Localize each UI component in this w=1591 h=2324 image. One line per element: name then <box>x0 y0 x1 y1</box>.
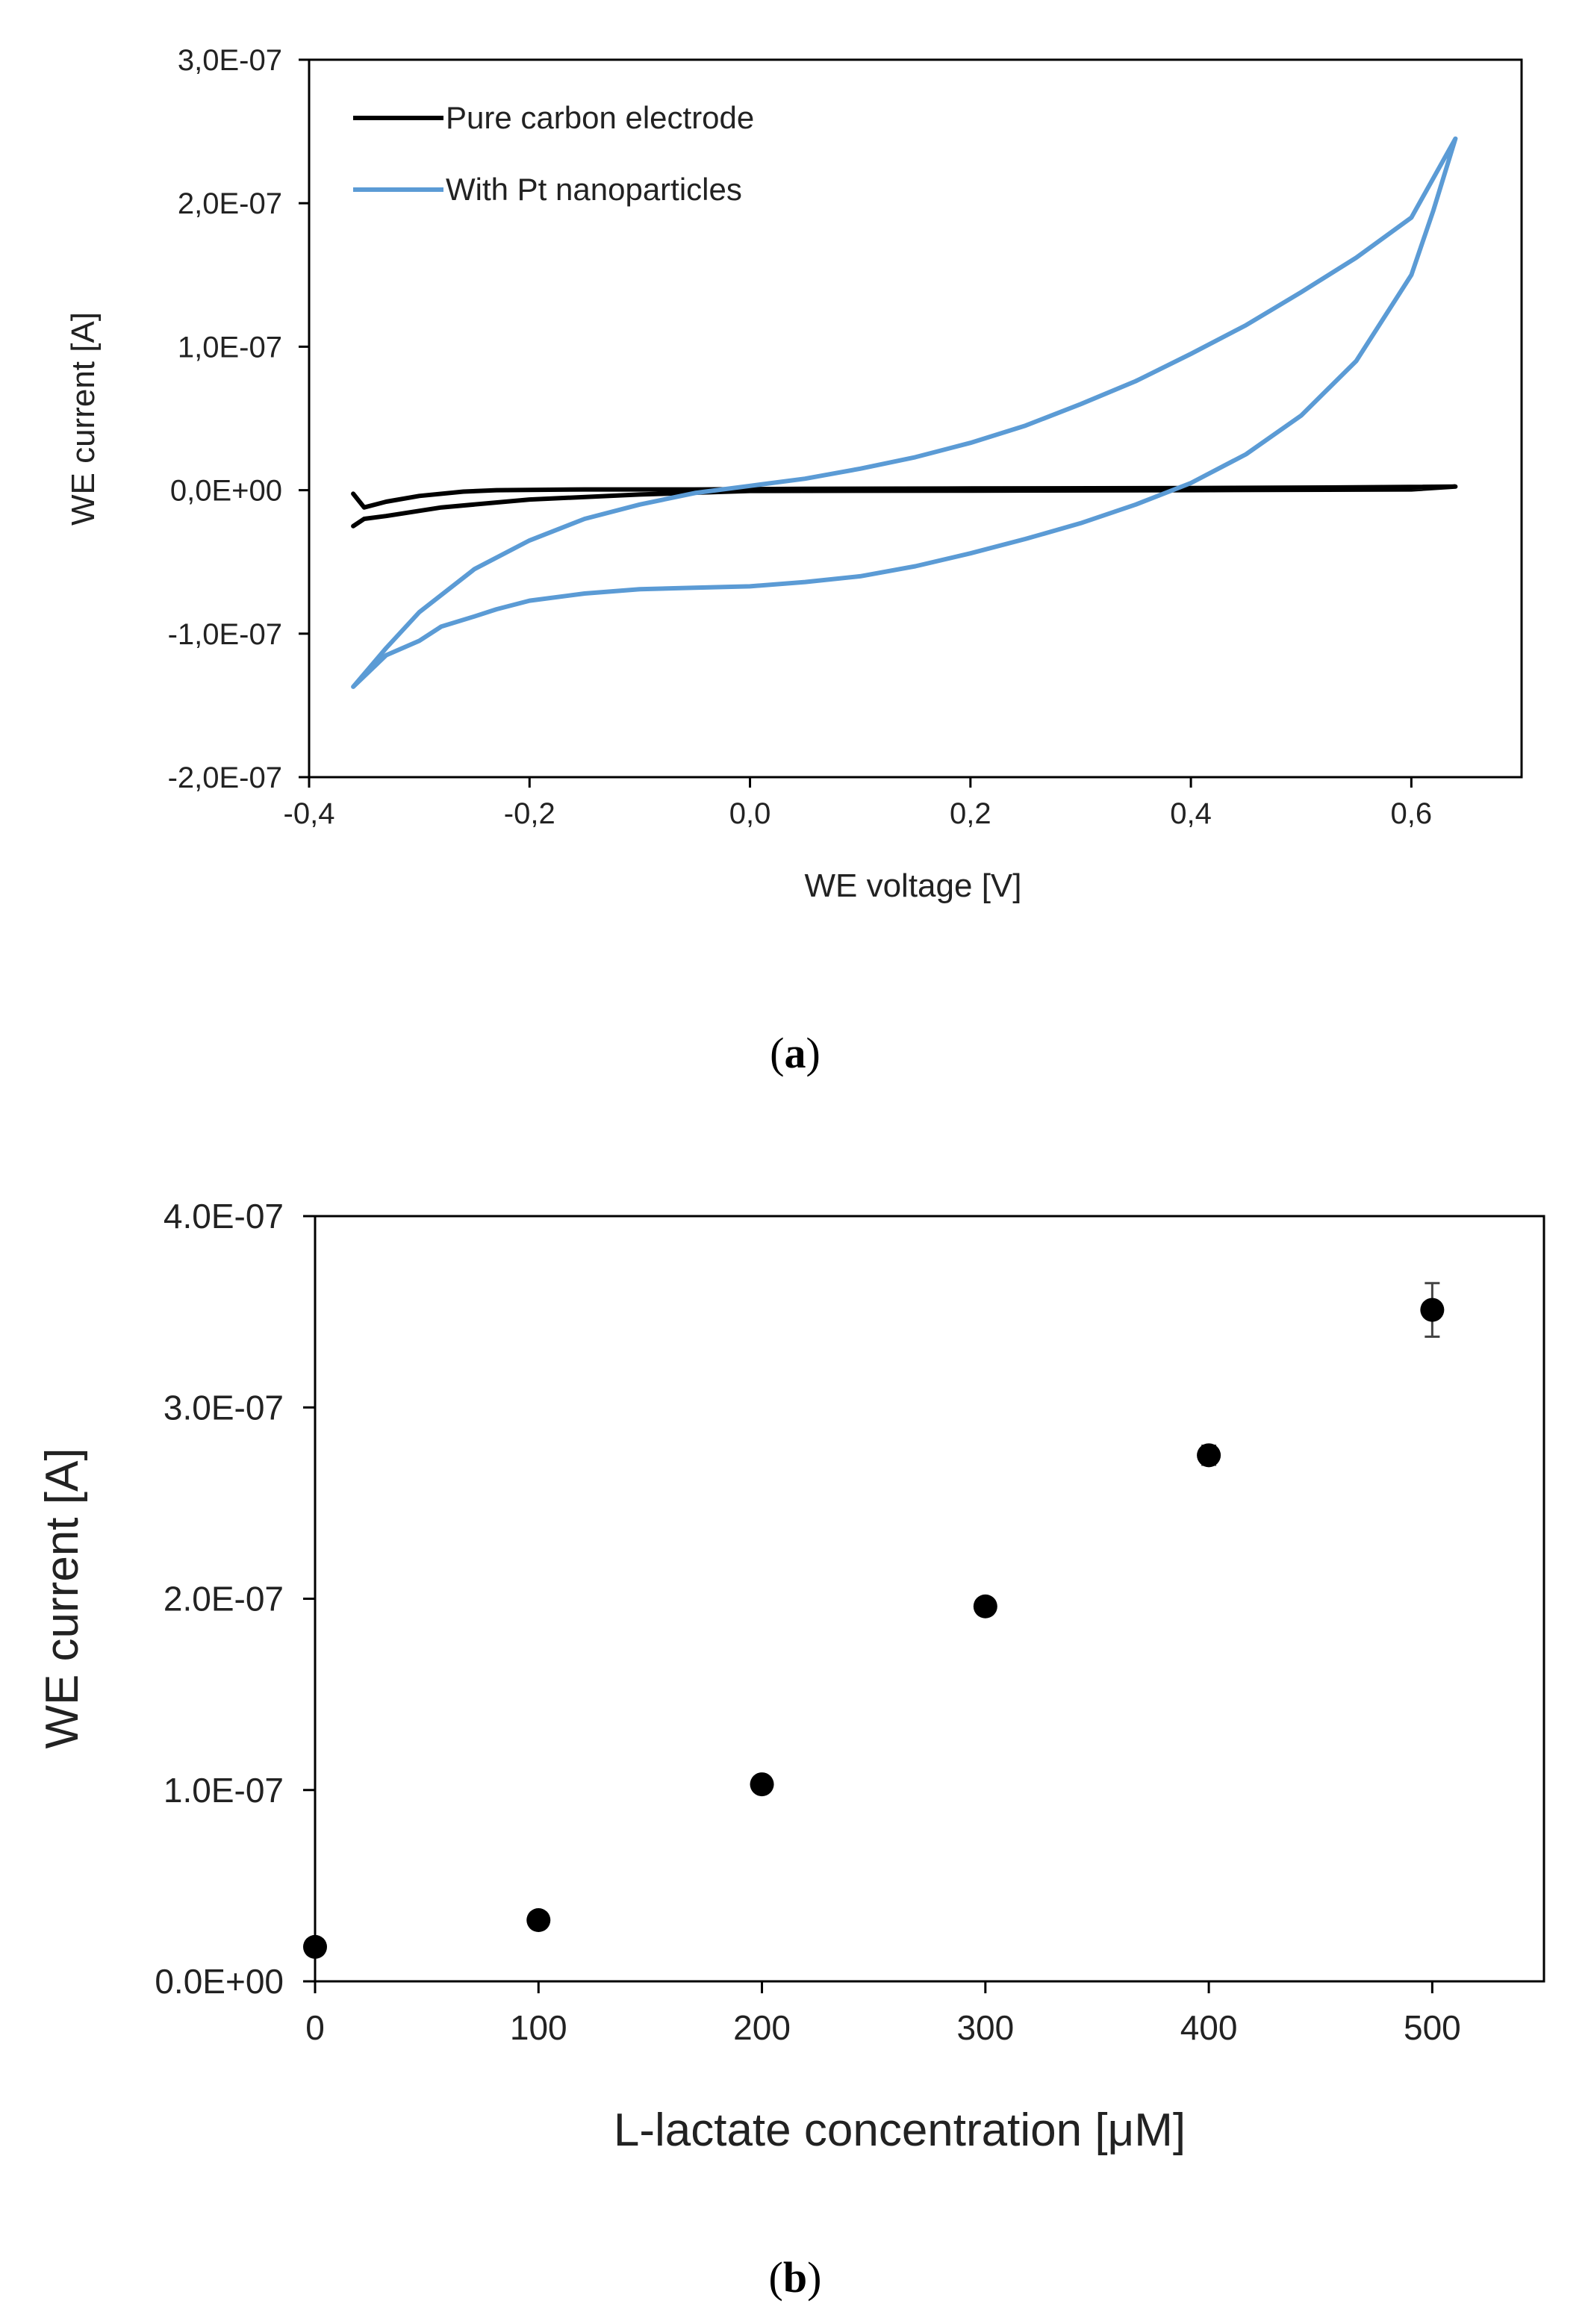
a-x-tick-label: 0,0 <box>729 797 771 830</box>
panel-label-b: (b) <box>769 2253 822 2302</box>
b-y-tick-label: 3.0E-07 <box>164 1388 284 1427</box>
data-point <box>1197 1443 1221 1468</box>
a-x-tick-label: 0,2 <box>950 797 991 830</box>
chart-a: -2,0E-07 -1,0E-07 0,0E+00 1,0E-07 2,0E-07 3,0… <box>65 44 1523 1077</box>
b-x-tick-label: 200 <box>733 2008 791 2047</box>
series-line-pure-carbon <box>351 484 1458 529</box>
y-axis-ticks: -2,0E-07 -1,0E-07 0,0E+00 1,0E-07 2,0E-07 3,0… <box>168 44 1433 830</box>
b-x-tick-label: 0 <box>305 2008 325 2047</box>
b-y-tick-label: 2.0E-07 <box>164 1580 284 1619</box>
a-x-tick-label: 0,4 <box>1170 797 1212 830</box>
b-x-tick-label: 100 <box>510 2008 567 2047</box>
plot-area-frame <box>314 1215 1545 1983</box>
data-point <box>526 1908 551 1932</box>
data-points <box>303 1282 1445 1959</box>
data-point <box>750 1772 774 1797</box>
b-x-tick-label: 500 <box>1404 2008 1461 2047</box>
x-axis-title: L-lactate concentration [μM] <box>614 2105 1186 2156</box>
a-x-tick-label: 0,6 <box>1391 797 1433 830</box>
chart-b: 0.0E+00 1.0E-07 2.0E-07 3.0E-07 4.0E-07 0 100 2… <box>37 1197 1545 2302</box>
a-y-tick-label: 0,0E+00 <box>170 475 282 508</box>
b-x-tick-label: 300 <box>956 2008 1014 2047</box>
plot-area-frame <box>308 58 1523 779</box>
a-y-tick-label: -1,0E-07 <box>168 618 282 651</box>
a-x-tick-label: -0,2 <box>504 797 555 830</box>
data-point <box>303 1934 327 1959</box>
a-y-tick-label: 2,0E-07 <box>178 187 282 220</box>
legend-label-pure-carbon: Pure carbon electrode <box>446 100 754 135</box>
b-y-tick-label: 4.0E-07 <box>164 1197 284 1236</box>
data-point <box>973 1594 997 1619</box>
x-axis-title: WE voltage [V] <box>804 867 1021 904</box>
a-x-tick-label: -0,4 <box>284 797 335 830</box>
panel-label-a: (a) <box>770 1029 821 1077</box>
a-y-tick-label: 3,0E-07 <box>178 44 282 77</box>
a-y-tick-label: -2,0E-07 <box>168 761 282 794</box>
legend-label-pt-nanoparticles: With Pt nanoparticles <box>446 172 742 207</box>
series-line-pt-nanoparticles <box>351 136 1458 689</box>
y-axis-title: WE current [A] <box>65 312 102 526</box>
a-y-tick-label: 1,0E-07 <box>178 331 282 364</box>
b-y-tick-label: 1.0E-07 <box>164 1771 284 1810</box>
y-axis-title: WE current [A] <box>37 1448 88 1748</box>
legend: Pure carbon electrode With Pt nanopartic… <box>353 100 754 207</box>
b-x-tick-label: 400 <box>1180 2008 1238 2047</box>
data-point <box>1420 1297 1445 1322</box>
b-y-tick-label: 0.0E+00 <box>155 1962 284 2001</box>
series-lines <box>351 136 1458 689</box>
axis-ticks: 0.0E+00 1.0E-07 2.0E-07 3.0E-07 4.0E-07 0 100 2… <box>155 1197 1460 2047</box>
